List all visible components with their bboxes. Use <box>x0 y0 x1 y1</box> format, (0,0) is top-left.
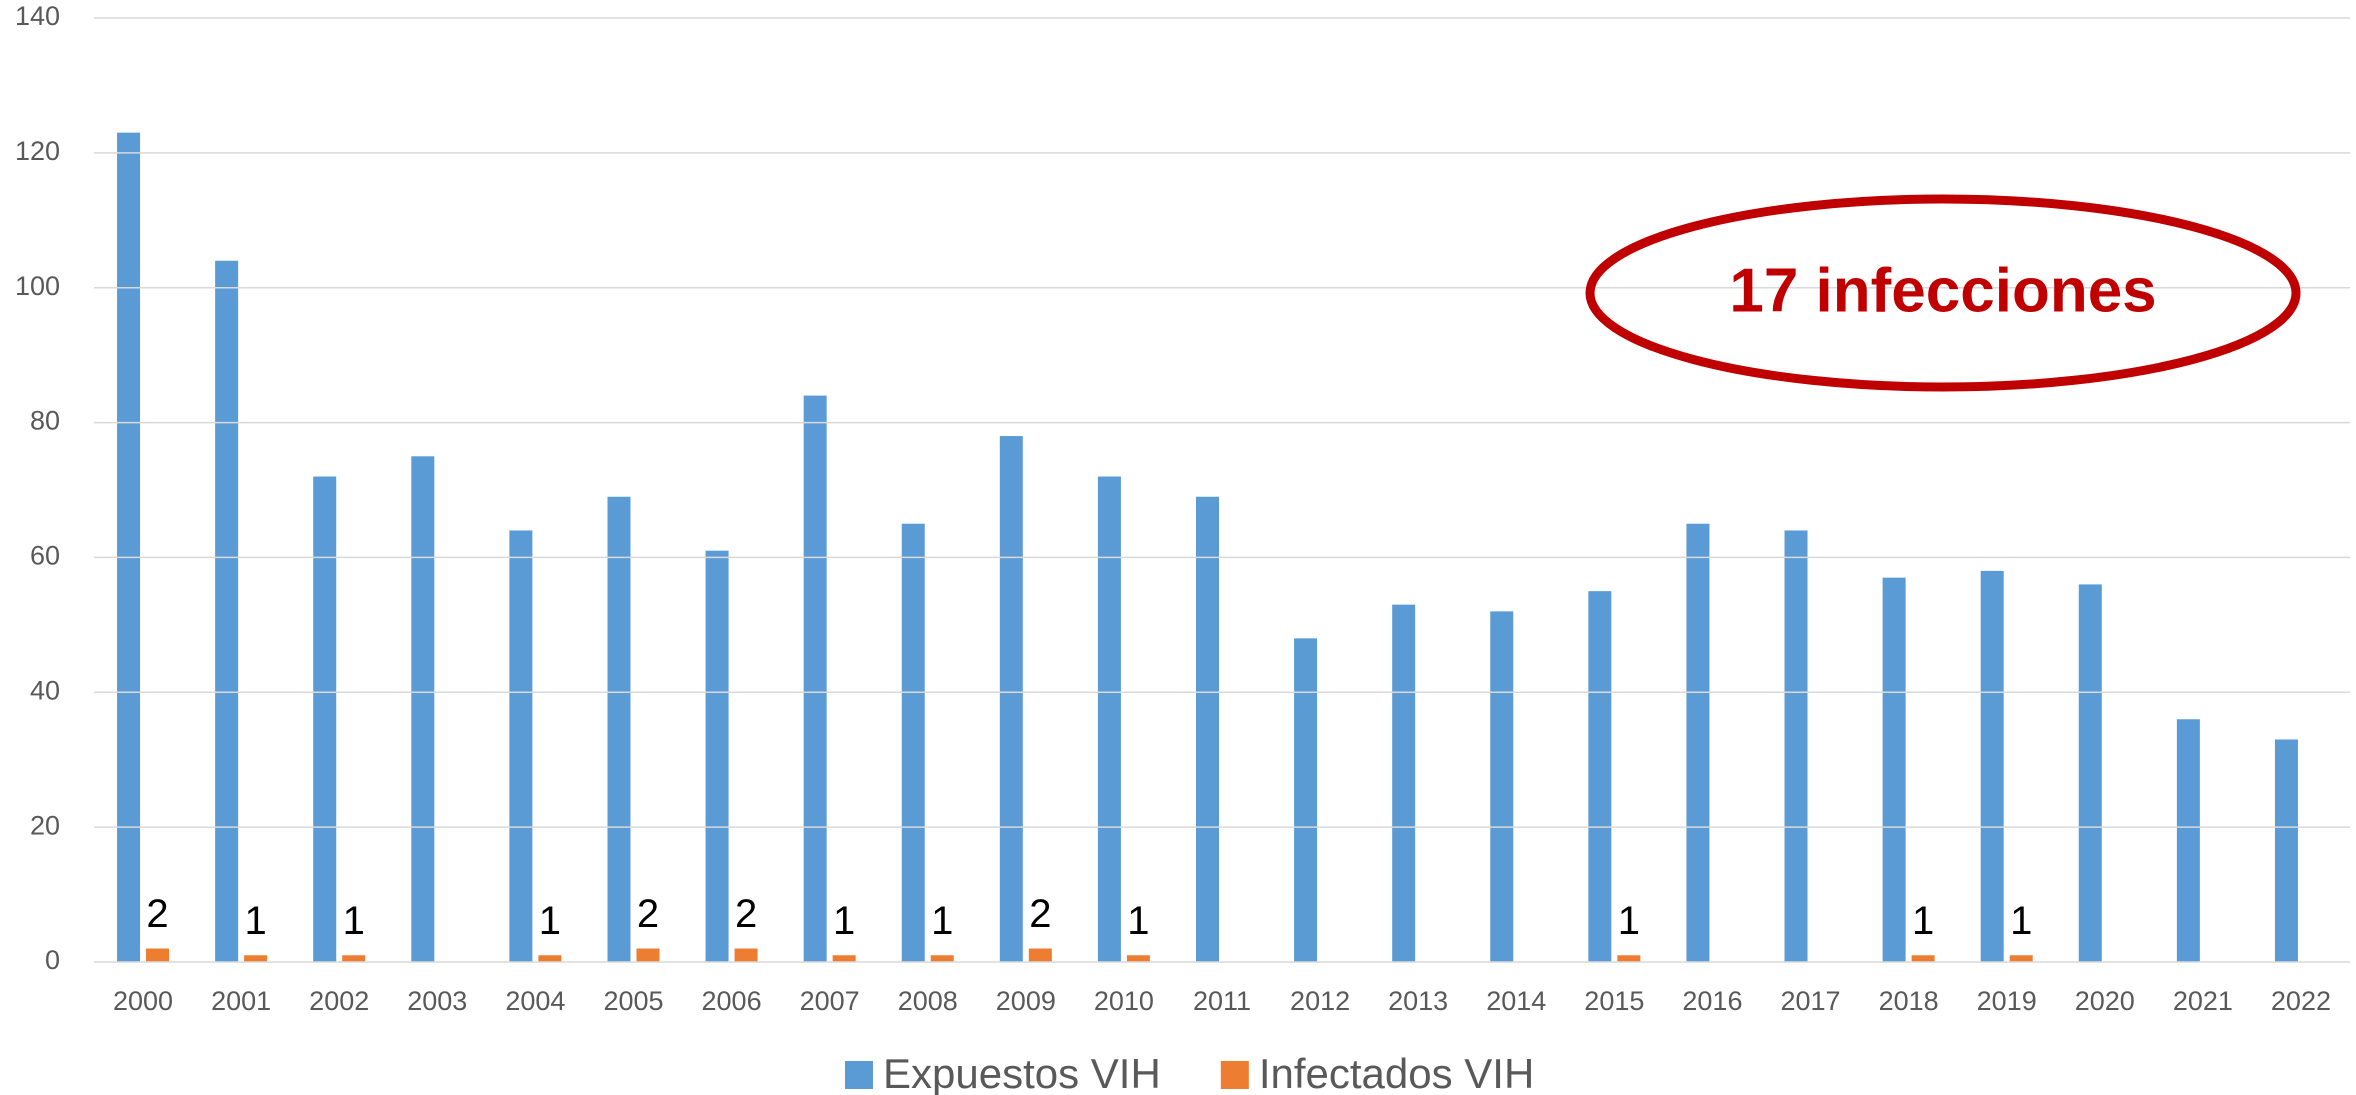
bar <box>1911 955 1935 962</box>
bar <box>607 496 631 962</box>
data-label: 1 <box>833 899 855 943</box>
x-tick-label: 2003 <box>407 986 467 1016</box>
bar <box>930 955 954 962</box>
bar <box>1294 638 1318 962</box>
x-tick-label: 2008 <box>898 986 958 1016</box>
y-tick-label: 40 <box>30 675 60 705</box>
y-tick-label: 60 <box>30 541 60 571</box>
x-tick-label: 2001 <box>211 986 271 1016</box>
bar <box>1686 523 1710 962</box>
bar <box>1882 577 1906 962</box>
data-label: 1 <box>343 899 365 943</box>
data-label: 1 <box>1127 899 1149 943</box>
x-tick-label: 2000 <box>113 986 173 1016</box>
y-tick-label: 20 <box>30 810 60 840</box>
data-label: 1 <box>245 899 267 943</box>
bar <box>1617 955 1641 962</box>
bar <box>538 955 562 962</box>
x-tick-label: 2004 <box>505 986 565 1016</box>
x-tick-label: 2009 <box>996 986 1056 1016</box>
x-tick-label: 2018 <box>1879 986 1939 1016</box>
bar <box>1196 496 1219 962</box>
x-tick-label: 2007 <box>800 986 860 1016</box>
bar <box>1980 570 2004 962</box>
bar <box>117 132 141 963</box>
y-tick-label: 140 <box>15 1 60 31</box>
bar <box>636 948 660 962</box>
bar <box>1126 955 1150 962</box>
x-tick-label: 2012 <box>1290 986 1350 1016</box>
bar <box>342 955 366 962</box>
annotation-ellipse <box>1585 194 2301 392</box>
bar <box>1097 476 1121 962</box>
bar <box>215 260 239 962</box>
x-tick-label: 2011 <box>1193 986 1251 1016</box>
bar <box>244 955 268 962</box>
bar <box>2176 719 2200 962</box>
bar <box>734 948 758 962</box>
bar <box>2274 739 2298 962</box>
x-tick-label: 2021 <box>2173 986 2233 1016</box>
legend-label: Infectados VIH <box>1259 1050 1534 1095</box>
data-label: 1 <box>1912 899 1934 943</box>
bar <box>832 955 856 962</box>
bar <box>999 436 1023 962</box>
data-label: 2 <box>637 892 659 936</box>
data-label: 2 <box>1029 892 1051 936</box>
legend-label: Expuestos VIH <box>883 1050 1161 1095</box>
x-tick-label: 2017 <box>1780 986 1840 1016</box>
bar <box>1392 604 1416 962</box>
y-tick-label: 0 <box>45 945 60 975</box>
bar <box>1784 530 1808 962</box>
data-label: 1 <box>539 899 561 943</box>
annotation: 17 infecciones <box>1729 256 2156 325</box>
bar <box>901 523 925 962</box>
x-tick-label: 2020 <box>2075 986 2135 1016</box>
x-tick-label: 2016 <box>1682 986 1742 1016</box>
x-tick-label: 2006 <box>702 986 762 1016</box>
data-label: 1 <box>931 899 953 943</box>
x-tick-label: 2013 <box>1388 986 1448 1016</box>
bar <box>2009 955 2033 962</box>
y-tick-label: 100 <box>15 271 60 301</box>
legend-swatch <box>1220 1061 1249 1089</box>
data-label: 1 <box>1618 899 1640 943</box>
x-tick-label: 2019 <box>1977 986 2037 1016</box>
bar <box>1490 611 1514 962</box>
data-label: 1 <box>2010 899 2032 943</box>
bar <box>1588 591 1612 962</box>
x-tick-label: 2022 <box>2271 986 2331 1016</box>
x-tick-label: 2014 <box>1486 986 1546 1016</box>
bar <box>1028 948 1052 962</box>
bar <box>509 530 533 962</box>
data-label: 2 <box>735 892 757 936</box>
y-tick-label: 80 <box>30 406 60 436</box>
x-tick-label: 2015 <box>1584 986 1644 1016</box>
bar <box>146 948 170 962</box>
bar <box>313 476 337 962</box>
bar <box>803 395 827 963</box>
x-tick-label: 2002 <box>309 986 369 1016</box>
legend-swatch <box>845 1061 873 1089</box>
data-label: 2 <box>146 892 168 936</box>
bar <box>411 456 435 962</box>
bar <box>705 550 729 962</box>
bar <box>2078 584 2102 962</box>
x-tick-label: 2010 <box>1094 986 1154 1016</box>
x-tick-label: 2005 <box>603 986 663 1016</box>
y-tick-label: 120 <box>15 136 60 166</box>
